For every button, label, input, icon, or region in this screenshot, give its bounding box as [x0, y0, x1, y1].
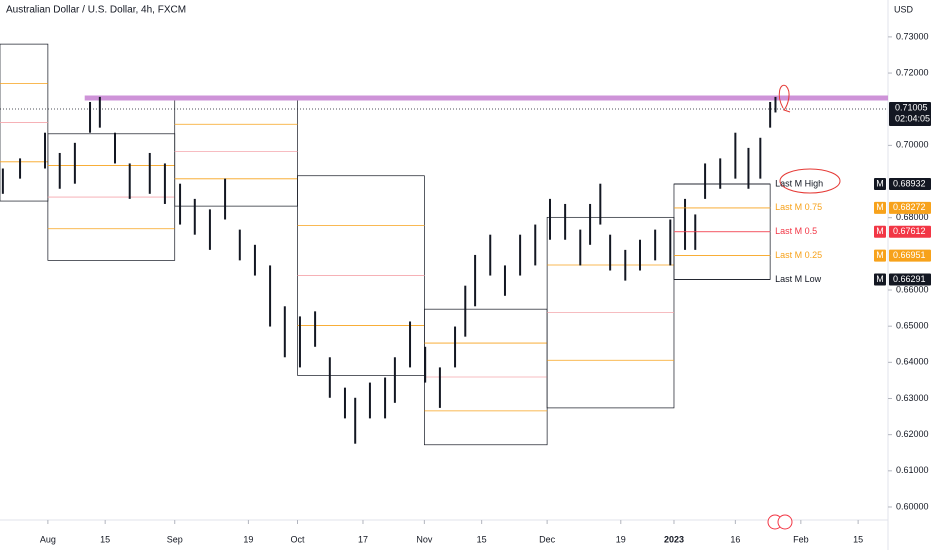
level-name: Last M Low	[775, 274, 822, 284]
countdown: 02:04:05	[895, 113, 930, 123]
last-price: 0.71005	[895, 102, 928, 112]
y-tick-label: 0.68000	[896, 212, 929, 222]
level-price: 0.68272	[893, 202, 926, 212]
level-price: 0.66291	[893, 274, 926, 284]
x-tick-label: 15	[477, 534, 487, 544]
x-tick-label: 17	[358, 534, 368, 544]
y-tick-label: 0.63000	[896, 393, 929, 403]
x-tick-label: 19	[616, 534, 626, 544]
level-name: Last M 0.25	[775, 250, 822, 260]
level-price-box	[889, 225, 931, 238]
level-tag-box	[874, 249, 886, 262]
x-tick-label: Sep	[167, 534, 183, 544]
y-tick-label: 0.60000	[896, 501, 929, 511]
x-tick-label: 2023	[664, 534, 684, 544]
last-price-box	[889, 102, 931, 127]
level-tag: M	[876, 274, 884, 284]
x-tick-label: Feb	[793, 534, 809, 544]
y-tick-label: 0.72000	[896, 67, 929, 77]
y-tick-label: 0.65000	[896, 321, 929, 331]
y-tick-label: 0.64000	[896, 357, 929, 367]
icon	[777, 514, 793, 530]
x-tick-label: 16	[730, 534, 740, 544]
level-price-box	[889, 273, 931, 286]
y-tick-label: 0.61000	[896, 465, 929, 475]
level-price-box	[889, 249, 931, 262]
level-tag: M	[876, 178, 884, 188]
annotation-circle	[779, 168, 841, 194]
level-tag: M	[876, 250, 884, 260]
level-tag-box	[874, 201, 886, 214]
chart-title: Australian Dollar / U.S. Dollar, 4h, FXC…	[6, 5, 186, 16]
currency: USD	[894, 4, 914, 14]
x-tick-label: Dec	[539, 534, 556, 544]
y-tick-label: 0.70000	[896, 140, 929, 150]
level-price-box	[889, 177, 931, 190]
x-tick-label: 19	[243, 534, 253, 544]
x-tick-label: 15	[853, 534, 863, 544]
level-price-box	[889, 201, 931, 214]
level-tag-box	[874, 177, 886, 190]
level-price: 0.68932	[893, 178, 926, 188]
level-name: Last M 0.5	[775, 226, 817, 236]
level-tag-box	[874, 273, 886, 286]
x-tick-label: Aug	[40, 534, 56, 544]
level-price: 0.67612	[893, 226, 926, 236]
annotation-loop	[778, 84, 791, 113]
x-tick-label: Oct	[290, 534, 305, 544]
level-tag: M	[876, 226, 884, 236]
x-tick-label: Nov	[416, 534, 433, 544]
y-tick-label: 0.66000	[896, 284, 929, 294]
y-tick-label: 0.62000	[896, 429, 929, 439]
plot	[0, 43, 888, 446]
level-name: Last M 0.75	[775, 202, 822, 212]
level-tag: M	[876, 202, 884, 212]
y-tick-label: 0.73000	[896, 31, 929, 41]
level-price: 0.66951	[893, 250, 926, 260]
level-name: Last M High	[775, 178, 823, 188]
level-tag-box	[874, 225, 886, 238]
x-tick-label: 15	[100, 534, 110, 544]
flag-icon	[767, 514, 793, 530]
